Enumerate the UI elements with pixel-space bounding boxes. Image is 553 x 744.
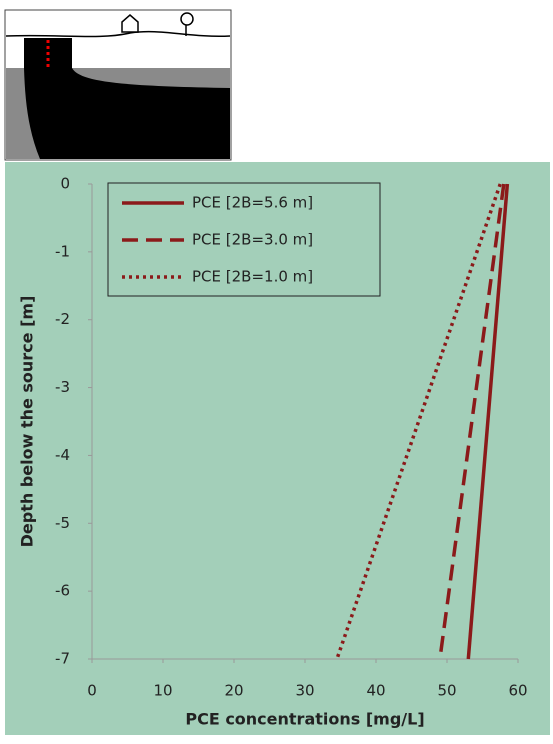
x-tick-label: 40 [366,682,385,700]
y-tick-label: -2 [55,310,70,328]
y-tick-label: -7 [55,650,70,668]
x-tick-label: 30 [295,682,314,700]
y-tick-label: 0 [60,175,70,193]
y-tick-label: -1 [55,242,70,260]
x-tick-label: 10 [153,682,172,700]
x-tick-label: 60 [508,682,527,700]
y-axis-title: Depth below the source [m] [18,296,37,548]
ground-surface [5,30,231,38]
x-tick-label: 0 [87,682,97,700]
legend-label: PCE [2B=3.0 m] [192,231,313,249]
data-line [466,183,510,660]
x-tick-label: 50 [437,682,456,700]
y-tick-label: -6 [55,582,70,600]
y-tick-label: -4 [55,446,70,464]
y-tick-label: -3 [55,378,70,396]
legend-label: PCE [2B=5.6 m] [192,194,313,212]
y-tick-label: -5 [55,514,70,532]
tree-crown [180,12,194,26]
site-diagram [4,9,232,161]
x-tick-label: 20 [224,682,243,700]
plot: 0 10 20 30 40 50 60 0 -1 -2 -3 -4 -5 -6 -7 PCE concentr… [18,175,528,729]
legend-label: PCE [2B=1.0 m] [192,268,313,286]
plume [24,38,230,159]
house [121,14,139,33]
x-axis-title: PCE concentrations [mg/L] [185,710,424,729]
data-line [438,183,506,660]
